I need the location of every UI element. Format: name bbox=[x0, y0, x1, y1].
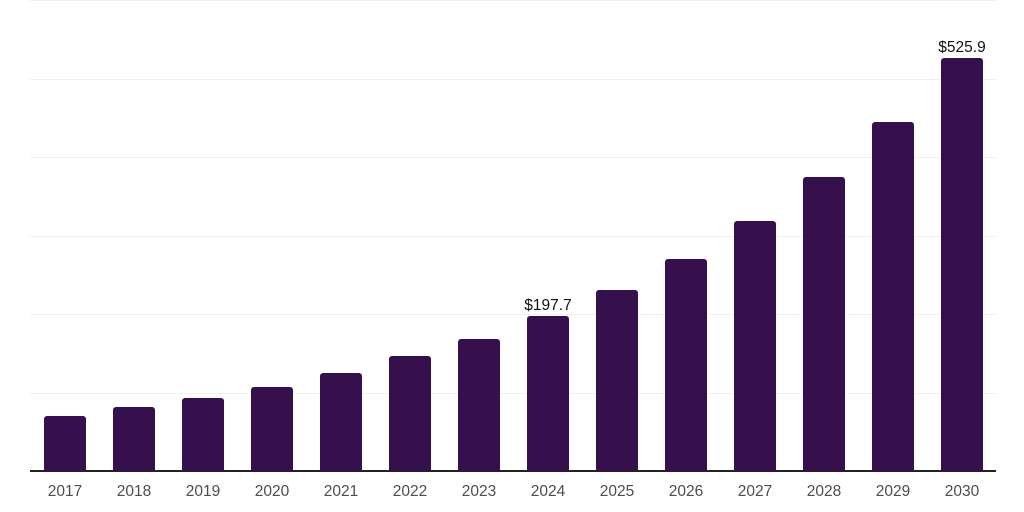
bar-2021 bbox=[320, 373, 362, 471]
x-axis-label-2019: 2019 bbox=[185, 483, 221, 500]
gridline bbox=[30, 79, 996, 80]
x-axis-label-2023: 2023 bbox=[461, 483, 497, 500]
bar-2019 bbox=[182, 398, 224, 471]
bar-2029 bbox=[872, 122, 914, 471]
x-axis-line bbox=[30, 470, 996, 472]
bar-value-label-2030: $525.9 bbox=[938, 39, 986, 56]
bar-2030 bbox=[941, 58, 983, 471]
bar-2026 bbox=[665, 259, 707, 471]
bar-2024 bbox=[527, 316, 569, 471]
bar-2028 bbox=[803, 177, 845, 471]
x-axis-label-2025: 2025 bbox=[599, 483, 635, 500]
bar-2020 bbox=[251, 387, 293, 471]
x-axis-label-2026: 2026 bbox=[668, 483, 704, 500]
x-axis-label-2022: 2022 bbox=[392, 483, 428, 500]
bar-2018 bbox=[113, 407, 155, 471]
bar-2023 bbox=[458, 339, 500, 471]
x-axis-label-2030: 2030 bbox=[944, 483, 980, 500]
gridline bbox=[30, 393, 996, 394]
gridline bbox=[30, 0, 996, 1]
x-axis-label-2027: 2027 bbox=[737, 483, 773, 500]
x-axis-label-2020: 2020 bbox=[254, 483, 290, 500]
bar-2027 bbox=[734, 221, 776, 471]
x-axis-label-2021: 2021 bbox=[323, 483, 359, 500]
plot-area: $197.7 $525.9 bbox=[30, 0, 996, 472]
bar-2022 bbox=[389, 356, 431, 471]
x-axis-label-2017: 2017 bbox=[47, 483, 83, 500]
x-axis-label-2024: 2024 bbox=[530, 483, 566, 500]
bar-2017 bbox=[44, 416, 86, 471]
x-axis-label-2028: 2028 bbox=[806, 483, 842, 500]
gridline bbox=[30, 157, 996, 158]
gridline bbox=[30, 314, 996, 315]
bar-value-label-2024: $197.7 bbox=[524, 297, 572, 314]
bar-2025 bbox=[596, 290, 638, 471]
x-axis-label-2018: 2018 bbox=[116, 483, 152, 500]
gridline bbox=[30, 236, 996, 237]
x-axis-label-2029: 2029 bbox=[875, 483, 911, 500]
